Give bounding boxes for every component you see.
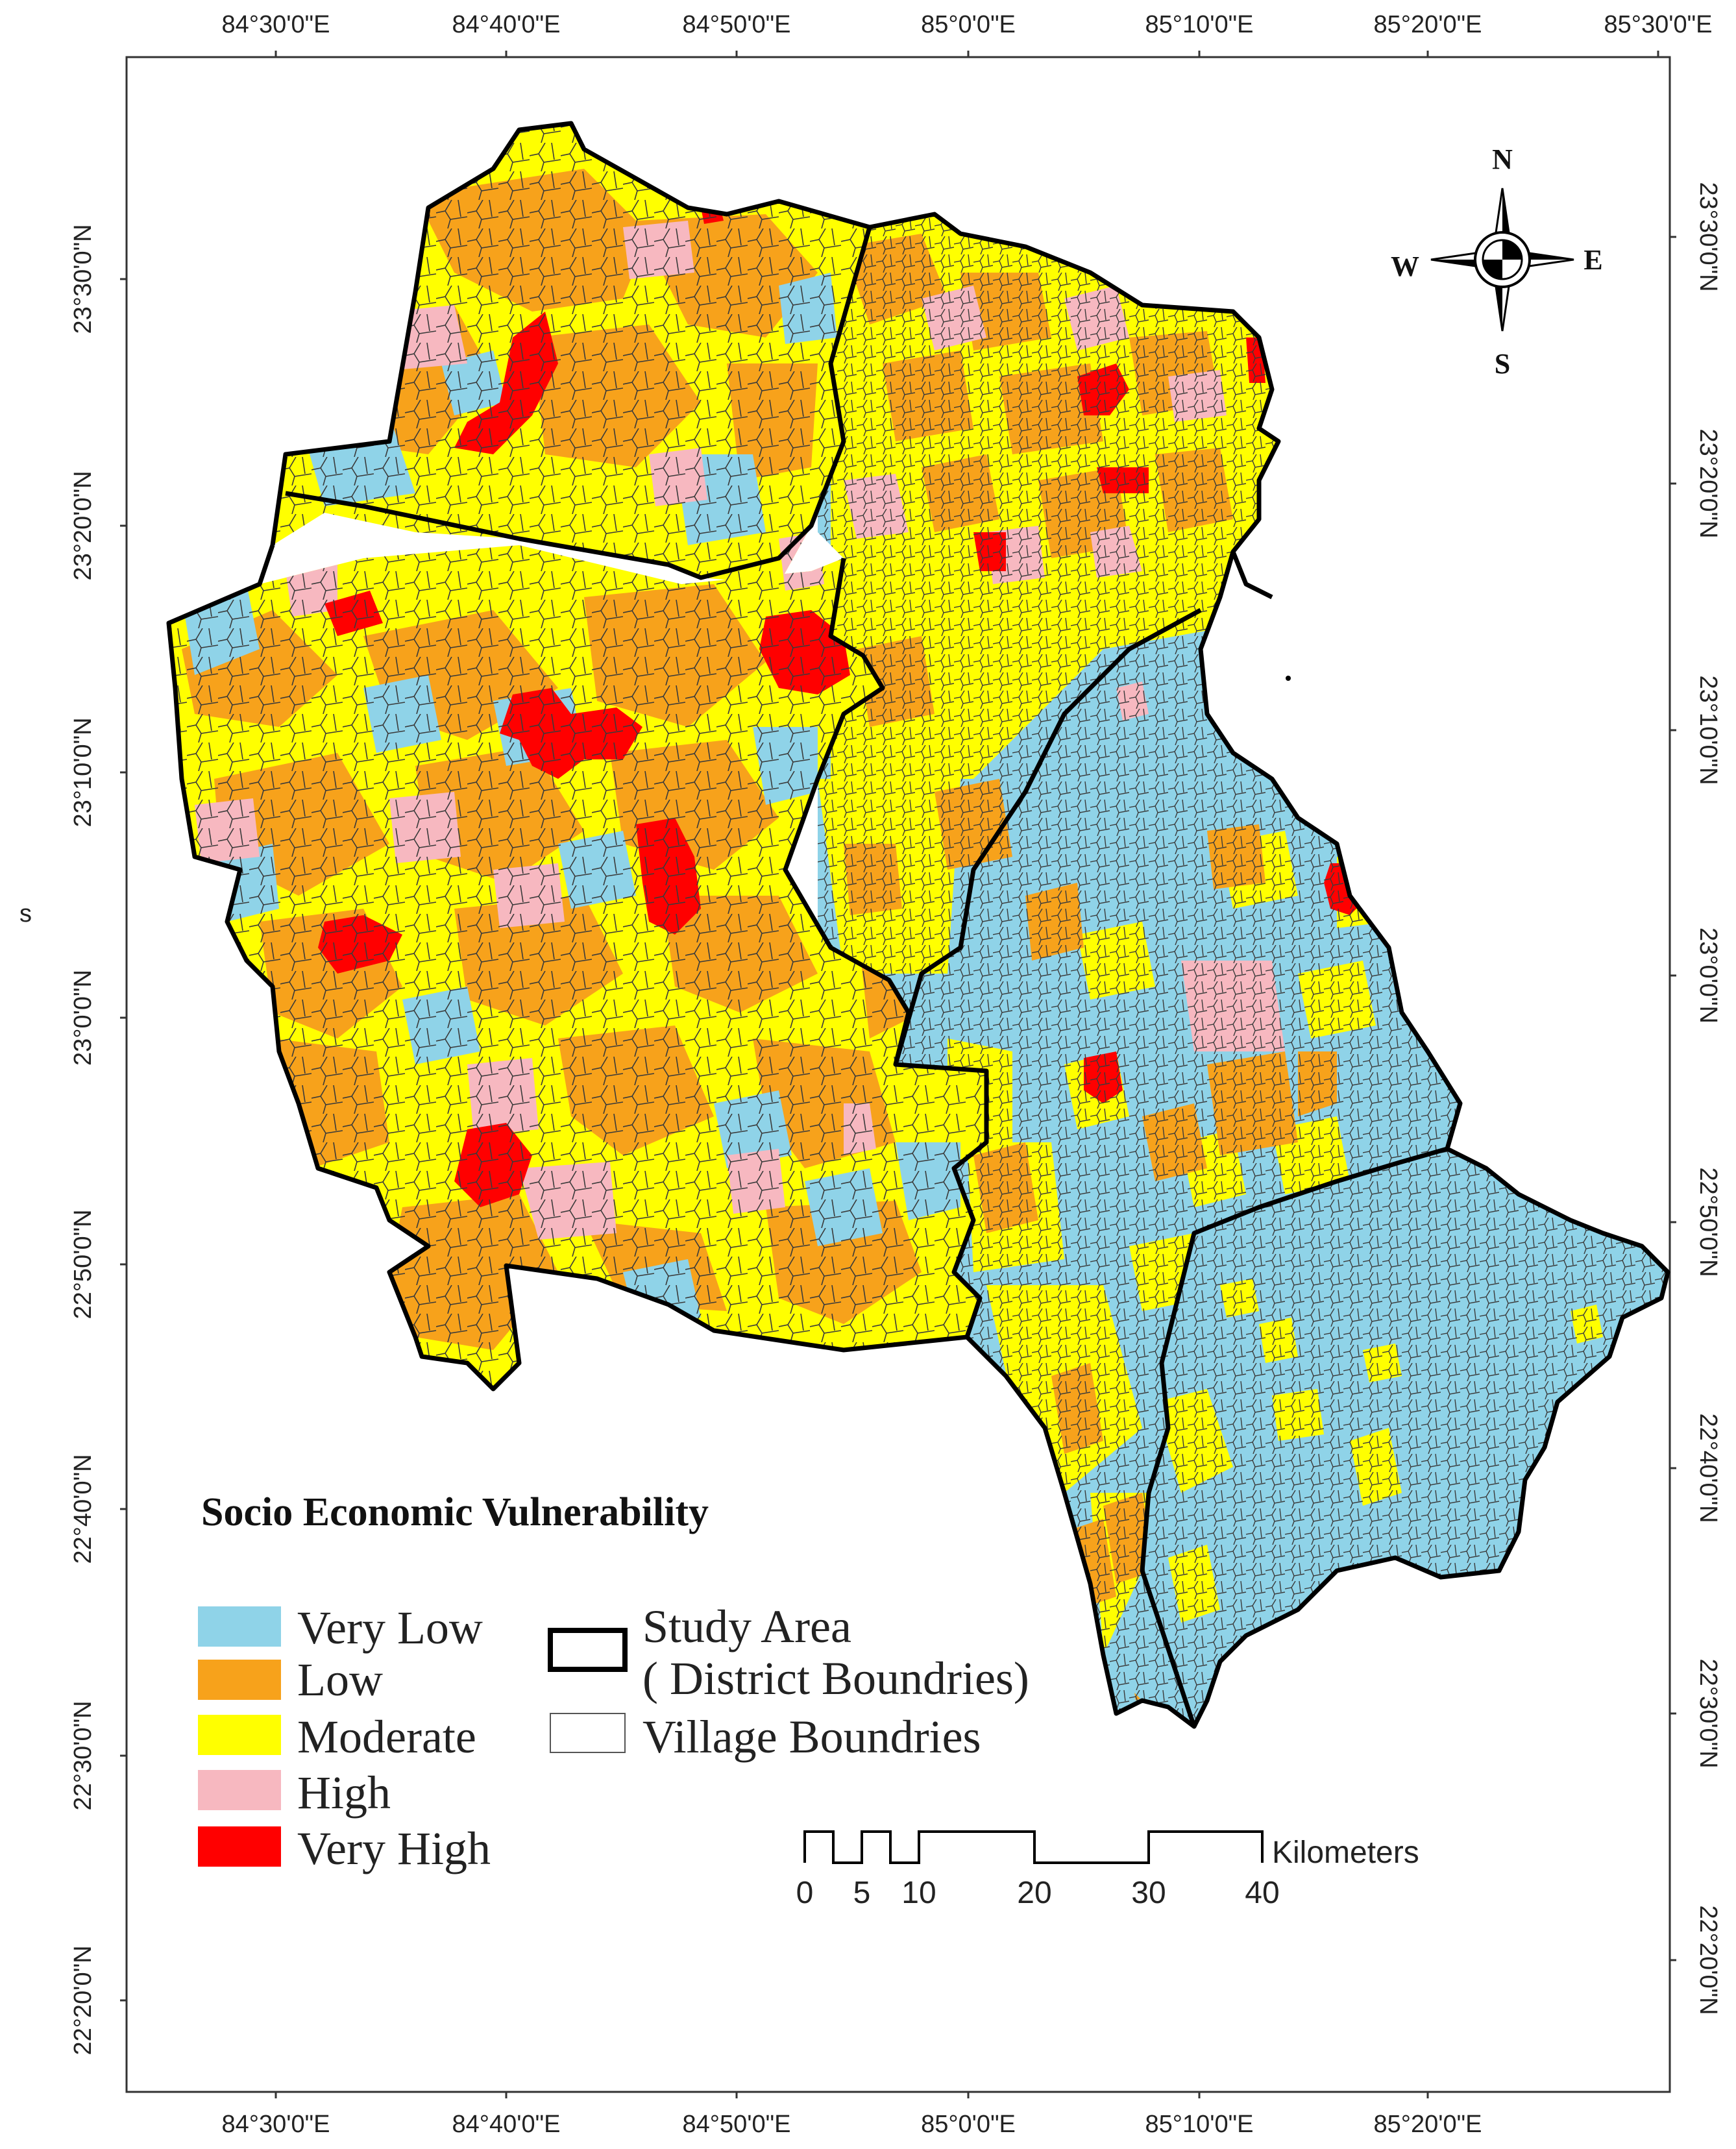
lon-label-top: 84°30'0"E bbox=[222, 11, 330, 38]
lat-label-right: 22°50'0"N bbox=[1694, 1167, 1722, 1277]
lon-label-bottom: 84°30'0"E bbox=[222, 2111, 330, 2138]
lon-label-bottom: 85°0'0"E bbox=[921, 2111, 1016, 2138]
legend-label-high: High bbox=[297, 1767, 391, 1819]
scale-tick-label: 0 bbox=[796, 1876, 814, 1910]
north-arrow: N S E W bbox=[1391, 143, 1603, 380]
lon-label-bottom: 85°10'0"E bbox=[1145, 2111, 1254, 2138]
lat-label-left: 22°40'0"N bbox=[69, 1454, 97, 1564]
lat-label-left: 23°10'0"N bbox=[69, 717, 97, 827]
lat-label-right: 23°30'0"N bbox=[1694, 182, 1722, 291]
longitude-labels-top: 84°30'0"E 84°40'0"E 84°50'0"E 85°0'0"E 8… bbox=[222, 11, 1713, 38]
longitude-labels-bottom: 84°30'0"E 84°40'0"E 84°50'0"E 85°0'0"E 8… bbox=[222, 2111, 1482, 2138]
legend-swatch-low bbox=[198, 1660, 281, 1700]
lon-label-bottom: 84°50'0"E bbox=[683, 2111, 791, 2138]
lon-label-top: 84°40'0"E bbox=[452, 11, 561, 38]
lat-label-right: 23°10'0"N bbox=[1694, 675, 1722, 785]
compass-west-label: W bbox=[1391, 251, 1419, 282]
stray-label: s bbox=[19, 900, 32, 927]
lon-label-top: 85°10'0"E bbox=[1145, 11, 1254, 38]
lat-label-right: 23°20'0"N bbox=[1694, 428, 1722, 538]
lat-label-right: 22°30'0"N bbox=[1694, 1658, 1722, 1768]
lat-label-left: 23°0'0"N bbox=[69, 970, 97, 1066]
lat-label-right: 22°20'0"N bbox=[1694, 1905, 1722, 2015]
lat-label-left: 22°30'0"N bbox=[69, 1701, 97, 1810]
legend-label-moderate: Moderate bbox=[297, 1711, 476, 1763]
lon-label-bottom: 84°40'0"E bbox=[452, 2111, 561, 2138]
lat-label-right: 22°40'0"N bbox=[1694, 1413, 1722, 1523]
compass-east-label: E bbox=[1583, 244, 1602, 276]
lon-label-bottom: 85°20'0"E bbox=[1374, 2111, 1482, 2138]
lon-label-top: 84°50'0"E bbox=[683, 11, 791, 38]
scale-tick-label: 30 bbox=[1131, 1876, 1166, 1910]
latitude-labels-right: 23°30'0"N 23°20'0"N 23°10'0"N 23°0'0"N 2… bbox=[1694, 182, 1722, 2015]
legend: Socio Economic Vulnerability Very Low Lo… bbox=[198, 1490, 1029, 1874]
compass-north-label: N bbox=[1492, 143, 1513, 175]
legend-label-study-area: Study Area bbox=[642, 1601, 851, 1652]
scale-tick-label: 20 bbox=[1017, 1876, 1051, 1910]
lat-label-left: 22°20'0"N bbox=[69, 1945, 97, 2055]
map-point-marker bbox=[1286, 676, 1291, 681]
legend-swatch-moderate bbox=[198, 1715, 281, 1755]
district-boundaries bbox=[166, 121, 1670, 1729]
legend-swatch-high bbox=[198, 1770, 281, 1810]
lat-label-left: 23°30'0"N bbox=[69, 224, 97, 334]
lon-label-top: 85°0'0"E bbox=[921, 11, 1016, 38]
legend-swatch-very-high bbox=[198, 1826, 281, 1867]
lat-label-left: 23°20'0"N bbox=[69, 471, 97, 580]
legend-title: Socio Economic Vulnerability bbox=[201, 1490, 709, 1534]
frame-ticks bbox=[120, 51, 1676, 2098]
legend-swatch-study-area bbox=[548, 1628, 628, 1672]
lat-label-right: 23°0'0"N bbox=[1694, 927, 1722, 1024]
legend-label-village-boundaries: Village Boundries bbox=[642, 1711, 981, 1763]
lat-label-left: 22°50'0"N bbox=[69, 1209, 97, 1319]
legend-label-very-high: Very High bbox=[297, 1823, 491, 1874]
compass-south-label: S bbox=[1495, 348, 1510, 380]
map-frame bbox=[125, 56, 1671, 2093]
latitude-labels-left: 23°30'0"N 23°20'0"N 23°10'0"N 23°0'0"N 2… bbox=[69, 224, 97, 2055]
legend-label-low: Low bbox=[297, 1654, 383, 1706]
lon-label-top: 85°30'0"E bbox=[1604, 11, 1713, 38]
scale-tick-label: 10 bbox=[901, 1876, 936, 1910]
scale-tick-label: 5 bbox=[853, 1876, 871, 1910]
legend-label-very-low: Very Low bbox=[297, 1602, 483, 1654]
legend-swatch-village bbox=[550, 1713, 626, 1753]
scale-unit-label: Kilometers bbox=[1272, 1836, 1419, 1870]
lon-label-top: 85°20'0"E bbox=[1374, 11, 1482, 38]
scale-tick-label: 40 bbox=[1245, 1876, 1279, 1910]
legend-swatch-very-low bbox=[198, 1606, 281, 1647]
legend-label-district-boundaries: ( District Boundries) bbox=[642, 1652, 1029, 1704]
scale-bar: Kilometers 0 5 10 20 30 40 bbox=[796, 1830, 1419, 1910]
